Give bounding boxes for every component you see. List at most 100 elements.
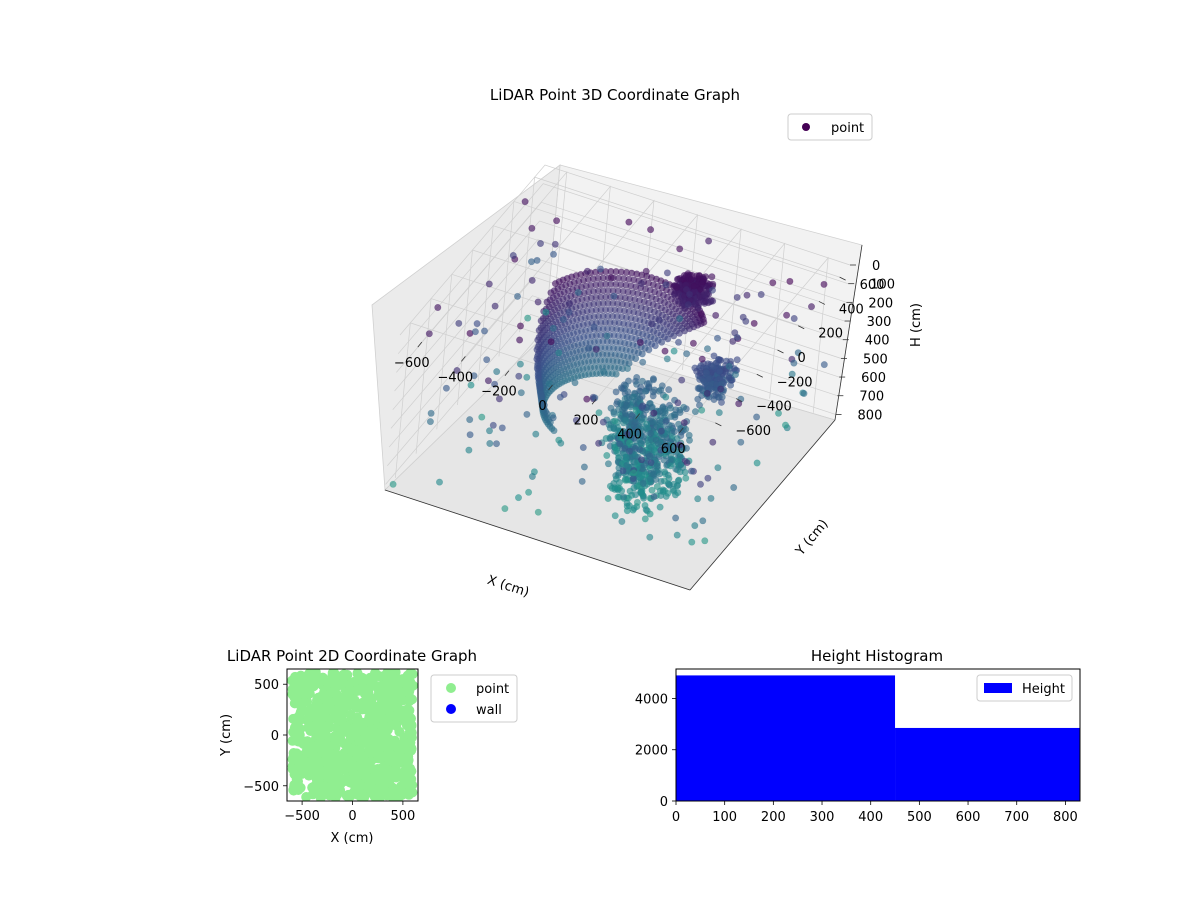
point-3d — [604, 460, 612, 468]
point-3d — [621, 476, 629, 484]
point-2d — [369, 765, 380, 776]
point-3d — [498, 424, 506, 432]
point-3d — [389, 480, 397, 488]
point-3d — [707, 385, 715, 393]
legend-histogram-box — [976, 674, 1073, 702]
histogram-bar — [895, 727, 1080, 801]
point-2d — [287, 684, 298, 695]
point-3d — [425, 330, 433, 338]
plot-2d-ylabel: Y (cm) — [219, 714, 234, 757]
point-3d — [781, 421, 789, 429]
point-2d — [349, 722, 360, 733]
point-cloud-3d — [389, 198, 828, 546]
y-tick-label: 0 — [660, 795, 668, 810]
point-2d — [407, 694, 417, 705]
z-tick-label: 200 — [868, 296, 893, 311]
point-2d — [345, 693, 356, 704]
point-3d — [673, 283, 681, 291]
point-2d — [394, 739, 405, 750]
histogram-title: Height Histogram — [811, 647, 943, 665]
x-tick-label: 0 — [348, 809, 356, 824]
point-3d — [611, 484, 619, 492]
z-tick-label: 700 — [859, 390, 884, 405]
point-3d — [534, 508, 542, 516]
point-3d — [630, 434, 638, 442]
x-tick-label: 400 — [858, 810, 883, 825]
point-3d — [783, 311, 791, 319]
point-3d — [642, 267, 650, 275]
point-3d — [753, 413, 761, 421]
ticks-3d: −600 −400 −200 0 200 400 600 −600 −400 −200 0 200 40… — [394, 259, 895, 457]
point-3d — [618, 517, 626, 525]
plot-2d: LiDAR Point 2D Coordinate Graph −500 0 500… — [219, 647, 518, 846]
point-3d — [623, 430, 631, 438]
point-3d — [547, 289, 555, 297]
point-2d — [348, 768, 359, 778]
point-2d — [339, 669, 349, 680]
point-3d — [665, 386, 673, 394]
point-3d — [631, 451, 639, 459]
x-tick — [635, 413, 640, 419]
point-3d — [492, 440, 500, 448]
point-3d — [534, 336, 542, 344]
point-3d — [619, 467, 627, 475]
point-2d — [323, 772, 333, 783]
point-3d — [676, 245, 684, 253]
point-3d — [685, 290, 693, 298]
point-3d — [662, 281, 670, 289]
point-3d — [638, 403, 646, 411]
point-3d — [489, 421, 497, 429]
grid-line-h — [396, 201, 847, 373]
z-tick-label: 0 — [872, 259, 880, 274]
point-2d — [368, 712, 379, 723]
point-3d — [543, 298, 551, 306]
point-3d — [663, 355, 671, 363]
point-2d — [383, 691, 393, 702]
point-2d — [338, 775, 349, 786]
point-3d — [731, 329, 739, 337]
point-3d — [516, 360, 524, 368]
histogram-ticks: 0 100 200 300 400 500 600 700 800 0 2000 4000 — [635, 692, 1078, 825]
point-3d — [676, 441, 684, 449]
point-3d — [547, 338, 555, 346]
point-3d — [610, 292, 618, 300]
point-3d — [646, 510, 654, 518]
point-3d — [516, 322, 524, 330]
point-2d — [289, 781, 300, 792]
y-tick-label: 2000 — [635, 744, 668, 759]
point-3d — [648, 403, 656, 411]
y-tick — [715, 422, 722, 427]
y-tick-label: 500 — [254, 678, 279, 693]
histogram-frame — [675, 668, 1081, 802]
point-3d — [633, 373, 641, 381]
x-tick-label: 500 — [907, 810, 932, 825]
point-3d — [674, 338, 682, 346]
point-2d — [330, 679, 340, 690]
point-2d — [319, 756, 330, 767]
point-2d — [315, 738, 326, 748]
point-3d — [616, 427, 624, 435]
point-3d — [495, 395, 503, 403]
point-3d — [641, 461, 649, 469]
histogram-bars — [676, 675, 1080, 801]
point-3d — [774, 409, 782, 417]
point-3d — [525, 488, 533, 496]
point-3d — [703, 369, 711, 377]
point-3d — [491, 302, 499, 310]
point-2d — [346, 678, 357, 689]
point-3d — [709, 438, 717, 446]
point-3d — [717, 356, 725, 364]
point-3d — [528, 276, 536, 284]
point-3d — [480, 327, 488, 335]
point-3d — [532, 430, 540, 438]
point-3d — [753, 459, 761, 467]
point-2d — [367, 675, 378, 686]
point-3d — [478, 413, 486, 421]
point-3d — [565, 308, 573, 316]
point-3d — [455, 319, 463, 327]
point-3d — [603, 332, 611, 340]
point-3d — [538, 392, 546, 400]
point-3d — [550, 427, 558, 435]
point-2d — [318, 722, 329, 733]
point-3d — [623, 364, 631, 372]
